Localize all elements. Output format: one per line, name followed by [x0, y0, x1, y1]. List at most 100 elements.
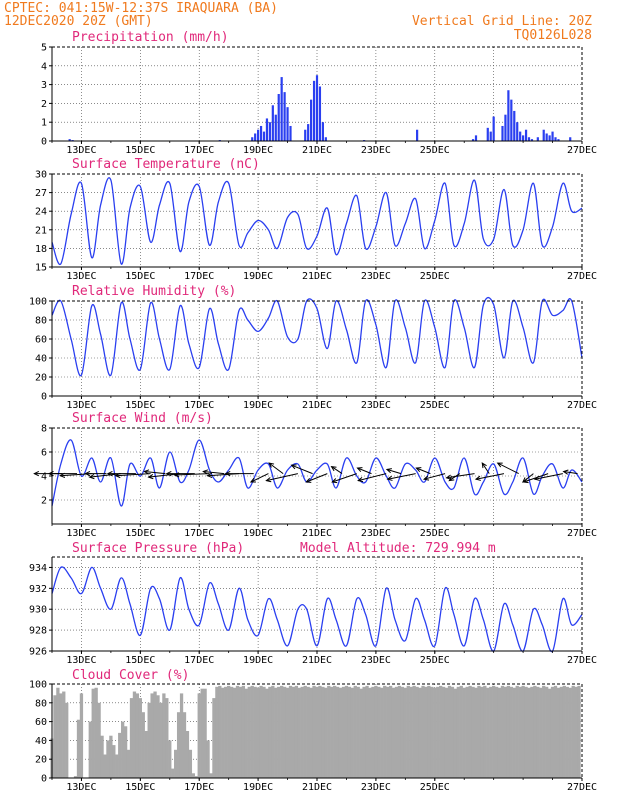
- wind-arrow: [306, 473, 328, 483]
- header-model: TQ0126L028: [514, 28, 592, 43]
- wind-arrow: [268, 462, 284, 475]
- wind-arrow-head: [33, 470, 40, 477]
- cloud-bar: [203, 688, 207, 778]
- cloud-bar: [480, 686, 484, 778]
- cloud-bar: [312, 685, 316, 778]
- wind-arrow: [475, 473, 505, 480]
- cloud-bar: [330, 686, 334, 778]
- cloud-bar: [179, 693, 184, 778]
- humidity-ytick-label: 60: [35, 335, 47, 346]
- cloud-bar: [459, 685, 463, 778]
- precip-title: Precipitation (mm/h): [72, 30, 229, 45]
- precip-bar: [527, 137, 531, 141]
- pressure-title: Surface Pressure (hPa): [72, 541, 244, 556]
- wind-panel: 2 4 6 8 13DEC 15DEC 17DEC 19DEC 21DEC 23DEC 25DEC 2…: [33, 424, 597, 539]
- cloud-bar: [285, 687, 290, 778]
- cloud-bar: [550, 686, 555, 778]
- cloud-bar: [341, 686, 346, 778]
- wind-arrow: [89, 473, 122, 478]
- temperature-ytick-label: 30: [35, 170, 47, 181]
- humidity-xtick-label: 23DEC: [361, 400, 391, 411]
- cloud-bar: [474, 687, 478, 778]
- wind-arrow-head: [147, 474, 154, 480]
- precip-bar: [304, 129, 307, 141]
- cloud-bar: [153, 691, 157, 778]
- cloud-bar: [536, 686, 540, 778]
- cloud-bar: [518, 686, 522, 778]
- cloud-bar: [450, 686, 455, 778]
- cloud-title: Cloud Cover (%): [72, 668, 189, 683]
- wind-xtick-label: 21DEC: [302, 528, 332, 539]
- humidity-title: Relative Humidity (%): [72, 284, 236, 299]
- cloud-bar: [477, 685, 481, 778]
- cloud-bar: [556, 687, 561, 778]
- cloud-xtick-label: 25DEC: [420, 782, 450, 793]
- precip-xtick-label: 15DEC: [125, 145, 155, 156]
- precip-bar: [501, 125, 504, 141]
- pressure-xtick-label: 17DEC: [184, 655, 214, 666]
- cloud-bar: [380, 687, 384, 778]
- precip-bar: [286, 107, 289, 141]
- cloud-bar: [126, 749, 131, 778]
- cloud-bar: [144, 731, 148, 778]
- cloud-ytick-label: 20: [35, 755, 47, 766]
- cloud-bar: [397, 685, 402, 778]
- wind-arrow: [144, 471, 166, 475]
- cloud-bar: [165, 698, 169, 778]
- precip-bar: [530, 139, 534, 141]
- wind-title: Surface Wind (m/s): [72, 411, 213, 426]
- cloud-bar: [545, 686, 549, 778]
- precip-bar: [522, 135, 525, 141]
- cloud-bar: [88, 721, 92, 778]
- cloud-ytick-label: 80: [35, 698, 47, 709]
- cloud-bar: [315, 686, 319, 778]
- header-location: CPTEC: 041:15W-12:37S IRAQUARA (BA): [4, 1, 278, 16]
- cloud-bar: [129, 698, 134, 778]
- cloud-bar: [221, 687, 225, 778]
- temperature-xtick-label: 21DEC: [302, 271, 332, 282]
- cloud-bar: [468, 685, 472, 778]
- cloud-bar: [291, 686, 296, 778]
- cloud-bar: [377, 686, 381, 778]
- precip-bar: [259, 125, 263, 141]
- precip-bar: [289, 125, 292, 141]
- precip-ytick-label: 3: [41, 80, 47, 91]
- pressure-ytick-label: 934: [29, 563, 47, 574]
- pressure-ytick-label: 930: [29, 605, 47, 616]
- cloud-bar: [447, 685, 452, 778]
- cloud-bar: [62, 691, 66, 778]
- precip-bar: [271, 105, 274, 141]
- precip-bar: [257, 129, 260, 141]
- cloud-bar: [318, 685, 322, 778]
- precip-panel: 0 1 2 3 4 5 13DEC 15DEC 17DEC 19DEC 21DEC 23DEC 25DE…: [41, 43, 597, 157]
- cloud-bar: [365, 685, 369, 778]
- cloud-bar: [94, 687, 98, 778]
- cloud-bar: [100, 735, 104, 778]
- cloud-bar: [76, 719, 81, 778]
- cloud-bar: [374, 685, 378, 778]
- cloud-bar: [559, 686, 564, 778]
- precip-bar: [542, 129, 545, 141]
- wind-arrow-head: [356, 467, 363, 473]
- cloud-bar: [553, 685, 558, 778]
- cloud-bar: [268, 686, 272, 778]
- cloud-bar: [241, 685, 246, 778]
- cloud-bar: [324, 687, 328, 778]
- humidity-xtick-label: 19DEC: [243, 400, 273, 411]
- header-grid-line: Vertical Grid Line: 20Z: [412, 14, 592, 29]
- wind-arrow: [203, 471, 225, 475]
- cloud-bar: [456, 686, 460, 778]
- precip-bar: [312, 80, 316, 141]
- cloud-bar: [436, 686, 440, 778]
- cloud-bar: [79, 693, 84, 778]
- cloud-bar: [494, 686, 499, 778]
- wind-arrow: [416, 467, 431, 475]
- cloud-bar: [577, 685, 581, 778]
- temperature-ytick-label: 21: [35, 225, 47, 236]
- wind-xtick-label: 15DEC: [125, 528, 155, 539]
- cloud-xtick-label: 13DEC: [66, 782, 96, 793]
- cloud-bar: [509, 686, 513, 778]
- cloud-bar: [453, 688, 458, 778]
- cloud-bar: [227, 685, 231, 778]
- humidity-xtick-label: 17DEC: [184, 400, 214, 411]
